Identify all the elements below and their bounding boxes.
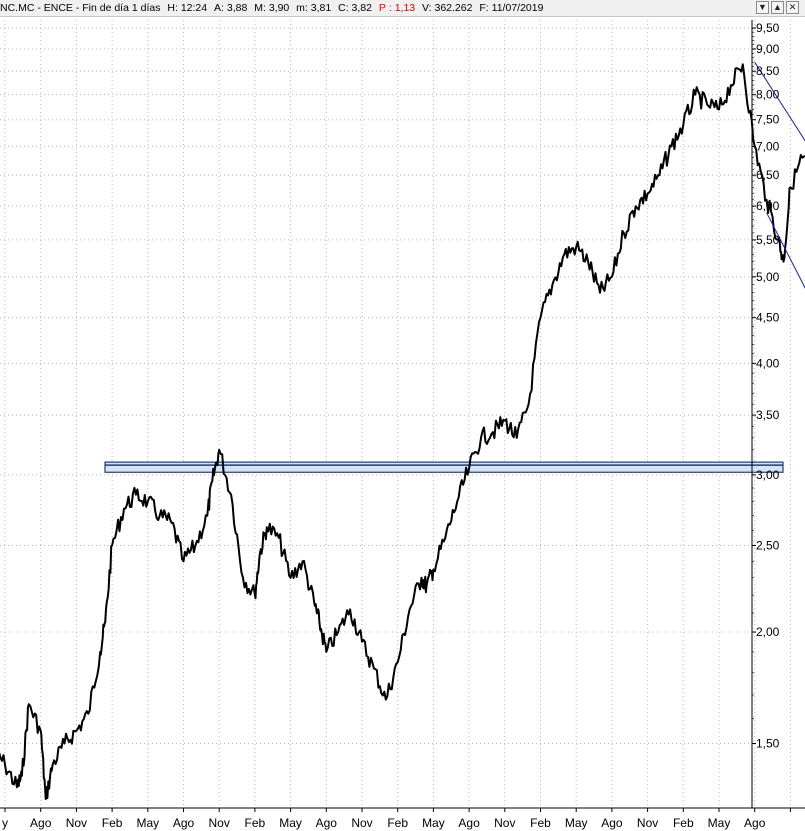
y-tick-label: 5,00 — [756, 270, 780, 284]
p-label: P — [378, 2, 386, 14]
y-tick-label: 5,50 — [756, 233, 780, 247]
x-tick-label: Ago — [744, 816, 766, 830]
y-tick-label: 8,50 — [756, 64, 780, 78]
x-tick-label: Nov — [66, 816, 87, 830]
h-label: H: — [167, 2, 178, 14]
c-value: 3,82 — [351, 2, 372, 14]
x-tick-label: Feb — [102, 816, 123, 830]
y-tick-label: 2,50 — [756, 538, 780, 552]
min-value: 3,81 — [310, 2, 332, 14]
y-tick-label: 3,00 — [756, 468, 780, 482]
p-value: 1,13 — [394, 2, 416, 14]
y-tick-label: 3,50 — [756, 408, 780, 422]
x-axis: y Ago Nov Feb May Ago Nov Feb May Ago Nov Feb May Ago… — [0, 807, 805, 830]
quote-header: NC.MC - ENCE - Fin de día 1 días H: 12:2… — [0, 0, 805, 17]
y-tick-label: 4,50 — [756, 311, 780, 325]
f-value: 11/07/2019 — [491, 2, 544, 14]
x-tick-label: Feb — [673, 816, 694, 830]
symbol-label: NC.MC - ENCE - Fin de día 1 días — [0, 2, 161, 14]
h-value: 12:24 — [180, 2, 208, 14]
support-zone-rect — [104, 461, 784, 473]
x-tick-label: Ago — [316, 816, 338, 830]
y-tick-label: 9,00 — [756, 42, 780, 56]
a-value: 3,88 — [226, 2, 248, 14]
y-tick-label: 4,00 — [756, 356, 780, 370]
x-tick-label: Feb — [530, 816, 551, 830]
v-value: 362.262 — [434, 2, 473, 14]
scroll-up-button[interactable]: ▲ — [771, 1, 784, 14]
y-tick-label: 6,50 — [756, 168, 780, 182]
f-label: F: — [479, 2, 489, 14]
x-tick-label: Feb — [245, 816, 266, 830]
y-tick-label: 7,00 — [756, 139, 780, 153]
x-tick-label: Ago — [458, 816, 480, 830]
support-zone — [104, 461, 784, 473]
y-axis: 9,50 9,00 8,50 8,00 7,50 7,00 6,50 6,00 5,50 5,00… — [751, 20, 780, 808]
x-tick-label: Nov — [351, 816, 372, 830]
y-tick-label: 1,50 — [756, 736, 780, 750]
y-tick-label: 7,50 — [756, 113, 780, 127]
close-button[interactable]: ✕ — [786, 1, 799, 14]
x-tick-label: Nov — [209, 816, 230, 830]
price-line — [0, 63, 805, 800]
m-label: M: — [254, 2, 266, 14]
x-tick-label: Ago — [30, 816, 52, 830]
min-label: m: — [296, 2, 308, 14]
x-tick-label: May — [708, 816, 731, 830]
y-tick-label: 8,00 — [756, 88, 780, 102]
x-tick-label: May — [279, 816, 302, 830]
c-label: C: — [338, 2, 349, 14]
m-value: 3,90 — [268, 2, 290, 14]
x-tick-label: May — [136, 816, 159, 830]
v-label: V: — [422, 2, 432, 14]
a-label: A: — [214, 2, 224, 14]
scroll-down-button[interactable]: ▼ — [756, 1, 769, 14]
y-tick-label: 2,00 — [756, 625, 780, 639]
x-tick-label: Ago — [601, 816, 623, 830]
x-tick-label: Nov — [494, 816, 515, 830]
chart-grid — [0, 20, 791, 808]
channel-upper-line — [754, 61, 805, 142]
x-tick-label: May — [565, 816, 588, 830]
x-tick-label: Nov — [637, 816, 658, 830]
y-tick-label: 9,50 — [756, 21, 780, 35]
x-tick-label: y — [2, 816, 8, 830]
channel-lower-line — [766, 212, 805, 289]
y-tick-label: 6,00 — [756, 199, 780, 213]
x-tick-label: Ago — [173, 816, 195, 830]
drawing-overlays — [754, 61, 805, 289]
x-tick-label: May — [422, 816, 445, 830]
x-tick-label: Feb — [387, 816, 408, 830]
